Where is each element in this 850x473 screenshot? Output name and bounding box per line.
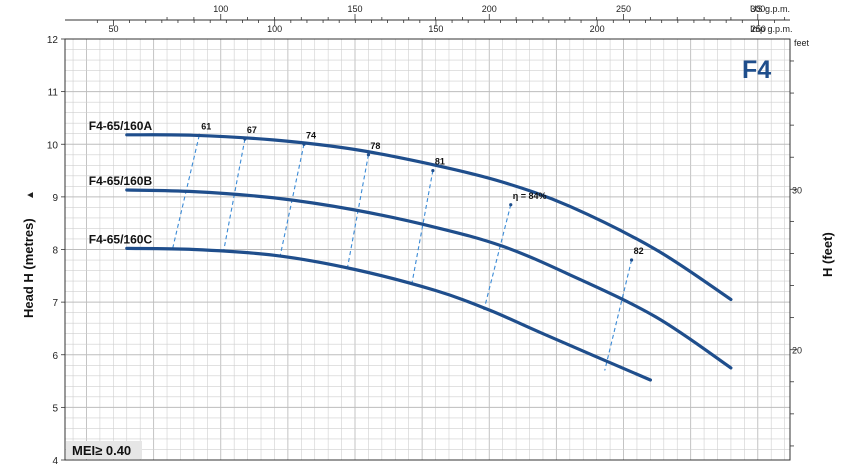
efficiency-label: 82 <box>634 246 644 256</box>
us-gpm-tick-label: 300 <box>750 4 765 14</box>
us-gpm-tick-label: 200 <box>482 4 497 14</box>
us-gpm-tick-label: 250 <box>616 4 631 14</box>
us-gpm-tick-label: 100 <box>213 4 228 14</box>
y-tick-label: 6 <box>52 351 58 362</box>
head-curve <box>125 133 733 302</box>
efficiency-label: 81 <box>435 157 445 167</box>
y2-tick-label: 20 <box>792 346 802 356</box>
y-tick-label: 11 <box>48 88 59 99</box>
mei-label: MEI≥ 0.40 <box>72 443 131 458</box>
efficiency-point <box>629 258 634 262</box>
model-badge: F4 <box>742 56 771 84</box>
y-tick-label: 5 <box>52 403 58 414</box>
series-label: F4-65/160A <box>89 119 153 133</box>
y2-axis-title: H (feet) <box>820 232 835 277</box>
head-curve <box>125 246 652 382</box>
curve-labels: F4-65/160A F4-65/160B F4-65/160C 61 67 74 78 81… <box>89 119 644 256</box>
y2-unit-label: feet <box>794 38 810 48</box>
y-tick-label: 9 <box>52 193 58 204</box>
efficiency-point <box>509 203 513 207</box>
y-tick-label: 7 <box>52 298 58 309</box>
efficiency-label: 61 <box>201 121 211 131</box>
efficiency-label: 74 <box>306 130 316 140</box>
us-gpm-unit-label: US g.p.m. <box>750 4 790 14</box>
efficiency-line <box>410 170 434 287</box>
y-tick-label: 8 <box>52 246 58 257</box>
efficiency-point <box>431 168 435 173</box>
series-label: F4-65/160B <box>89 174 153 188</box>
imp-gpm-tick-label: 250 <box>751 24 766 34</box>
left-axis: 4 5 6 7 8 9 10 11 12 <box>47 35 65 467</box>
y2-tick-label: 30 <box>792 185 802 195</box>
mei-box <box>66 441 142 459</box>
top-axes: 100 150 200 250 300 50 100 150 200 250 <box>96 4 786 34</box>
efficiency-label: 67 <box>247 125 257 135</box>
head-curves <box>125 133 733 382</box>
efficiency-line <box>604 259 633 371</box>
efficiency-label: 78 <box>370 141 380 151</box>
efficiency-line <box>346 154 369 271</box>
y-axis-title: Head H (metres) <box>21 218 36 318</box>
efficiency-label: η = 84% <box>513 191 547 201</box>
imp-gpm-unit-label: Imp g.p.m. <box>750 24 793 34</box>
series-label: F4-65/160C <box>89 232 153 246</box>
imp-gpm-tick-label: 150 <box>428 24 443 34</box>
imp-gpm-tick-label: 50 <box>108 24 118 34</box>
y-tick-label: 12 <box>47 35 59 46</box>
y-axis-arrow: ▲ <box>25 190 36 200</box>
y-tick-label: 10 <box>47 140 59 151</box>
imp-gpm-tick-label: 200 <box>590 24 605 34</box>
y-tick-label: 4 <box>52 456 58 467</box>
efficiency-line <box>483 204 512 311</box>
us-gpm-tick-label: 150 <box>347 4 362 14</box>
imp-gpm-tick-label: 100 <box>267 24 282 34</box>
efficiency-point <box>366 153 371 157</box>
head-curve <box>125 188 733 370</box>
